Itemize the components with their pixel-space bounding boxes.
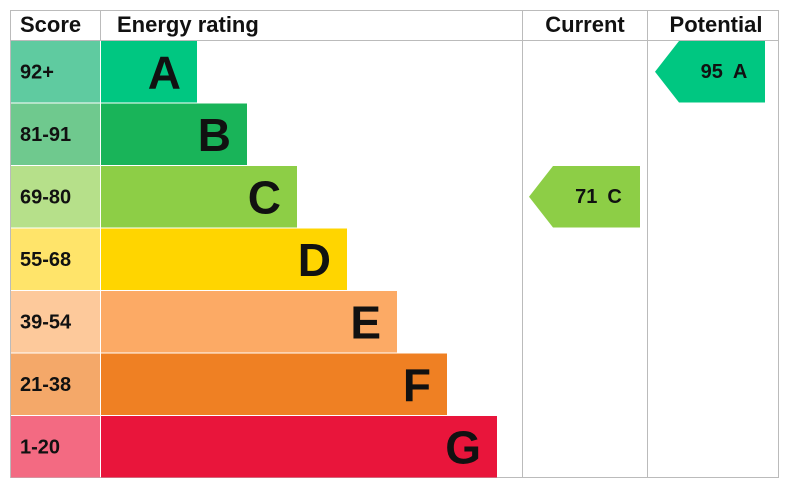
current-rating: C	[607, 186, 621, 208]
score-cell	[11, 41, 100, 103]
score-range: 39-54	[20, 312, 72, 334]
header-potential: Potential	[670, 12, 763, 37]
potential-label: 95 A	[701, 61, 748, 83]
current-arrow	[529, 166, 640, 228]
current-label: 71 C	[575, 186, 622, 208]
score-cell	[11, 416, 100, 478]
potential-value: 95	[701, 61, 723, 83]
header-rating: Energy rating	[117, 12, 259, 37]
header-score: Score	[20, 12, 81, 37]
potential-arrow	[655, 41, 765, 103]
score-range: 92+	[20, 62, 54, 84]
rating-bar	[101, 41, 197, 103]
rating-bar	[101, 166, 297, 228]
current-value: 71	[575, 186, 597, 208]
score-cell	[11, 166, 100, 228]
rating-letter: F	[403, 359, 431, 411]
rating-bar	[101, 416, 497, 478]
rating-letter: B	[198, 109, 231, 161]
rating-bar	[101, 103, 247, 165]
score-cell	[11, 353, 100, 415]
rating-letter: G	[445, 421, 481, 473]
score-range: 55-68	[20, 249, 71, 271]
rating-letter: C	[248, 171, 281, 223]
header-current: Current	[545, 12, 625, 37]
score-range: 69-80	[20, 187, 71, 209]
rating-letter: A	[148, 46, 181, 98]
potential-rating: A	[733, 61, 747, 83]
rating-bar	[101, 291, 397, 353]
score-range: 1-20	[20, 437, 60, 459]
score-cell	[11, 103, 100, 165]
score-cell	[11, 228, 100, 290]
score-range: 81-91	[20, 124, 71, 146]
rating-bar	[101, 353, 447, 415]
rating-bar	[101, 228, 347, 290]
rating-letter: E	[350, 296, 381, 348]
rating-letter: D	[298, 234, 331, 286]
score-range: 21-38	[20, 374, 71, 396]
score-cell	[11, 291, 100, 353]
